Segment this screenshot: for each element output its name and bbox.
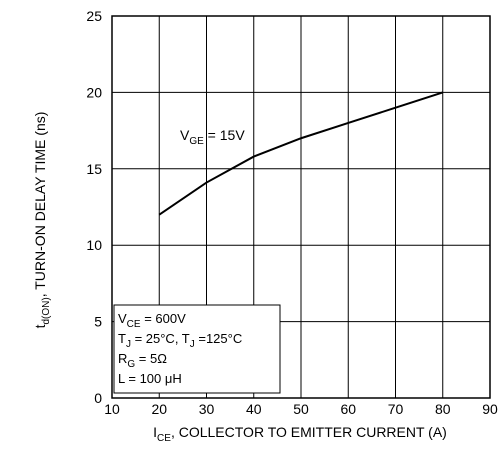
text-part: L = 100 μH: [118, 371, 182, 386]
x-tick-label: 70: [388, 401, 404, 417]
text-part: R: [118, 351, 127, 366]
text-part: V: [118, 311, 127, 326]
text-part: = 25°C, T: [131, 331, 190, 346]
y-tick-label: 25: [86, 8, 102, 24]
x-tick-label: 90: [482, 401, 498, 417]
x-tick-label: 10: [104, 401, 120, 417]
y-tick-label: 10: [86, 237, 102, 253]
data-line: [158, 91, 444, 216]
text-part: = 15V: [204, 127, 246, 143]
x-tick-label: 30: [199, 401, 215, 417]
y-tick-label: 5: [94, 314, 102, 330]
condition: VCE = 600V: [118, 311, 186, 330]
condition: L = 100 μH: [118, 371, 182, 386]
text-part: t: [32, 324, 48, 328]
condition: RG = 5Ω: [118, 351, 167, 370]
text-part: = 600V: [141, 311, 187, 326]
conditions-box: [113, 304, 281, 394]
plot-frame: [111, 15, 491, 399]
text-part: I: [153, 424, 157, 440]
y-tick-label: 0: [94, 390, 102, 406]
subscript: CE: [127, 319, 141, 330]
text-part: , TURN-ON DELAY TIME (ns): [32, 112, 48, 298]
y-axis-label: td(ON), TURN-ON DELAY TIME (ns): [32, 112, 52, 329]
condition: TJ = 25°C, TJ =125°C: [118, 331, 242, 350]
x-tick-label: 50: [293, 401, 309, 417]
text-part: T: [118, 331, 126, 346]
text-part: , COLLECTOR TO EMITTER CURRENT (A): [171, 424, 447, 440]
subscript: J: [190, 339, 195, 350]
x-tick-label: 20: [151, 401, 167, 417]
x-tick-label: 40: [246, 401, 262, 417]
subscript: d(ON): [41, 297, 52, 324]
subscript: J: [126, 339, 131, 350]
y-tick-label: 20: [86, 84, 102, 100]
y-tick-label: 15: [86, 161, 102, 177]
annotation: VGE = 15V: [180, 127, 245, 147]
subscript: GE: [189, 136, 204, 147]
text-part: = 5Ω: [135, 351, 167, 366]
text-part: V: [180, 127, 190, 143]
subscript: G: [127, 359, 135, 370]
x-tick-label: 60: [340, 401, 356, 417]
x-axis-label: ICE, COLLECTOR TO EMITTER CURRENT (A): [153, 424, 447, 444]
text-part: =125°C: [195, 331, 242, 346]
x-tick-label: 80: [435, 401, 451, 417]
subscript: CE: [157, 433, 171, 444]
